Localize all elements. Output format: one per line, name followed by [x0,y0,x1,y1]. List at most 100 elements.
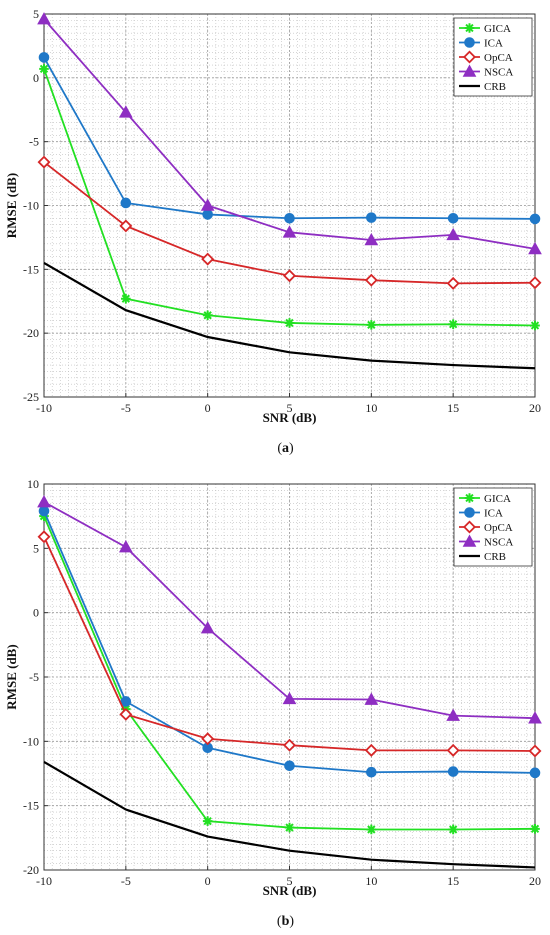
data-point-ica [447,212,459,224]
x-tick-label: 5 [287,401,293,415]
legend-label-nsca: NSCA [484,67,513,79]
x-tick-label: -5 [121,401,131,415]
data-point-nsca [446,708,461,721]
legend-label-gica: GICA [484,23,511,35]
y-tick-label: 5 [33,7,39,21]
series-ica [38,52,541,225]
x-tick-label: 10 [365,401,377,415]
data-point-ica [447,766,459,777]
data-point-ica [120,197,132,209]
legend-label-opca: OpCA [484,52,513,64]
data-point-gica [530,824,540,834]
data-point-gica [284,822,295,833]
data-point-gica [284,318,295,328]
legend-marker-gica [464,493,475,503]
data-point-nsca [282,225,297,238]
y-tick-label: 0 [33,71,39,85]
y-axis-label: RMSE (dB) [4,644,19,709]
data-point-opca [37,530,51,544]
x-tick-label: -10 [36,874,52,888]
series-gica [39,64,540,331]
data-point-gica [448,824,458,835]
data-point-nsca [446,227,461,241]
series-ica [38,505,541,779]
data-point-opca [364,743,378,757]
x-tick-label: 15 [447,874,459,888]
series-nsca [37,494,542,724]
data-point-opca [119,219,133,233]
chart-panel-a: -10 -5 0 5 10 15 20 5 0 -5 -10 -15 -20 -25 SNR (dB) RMS… [4,7,542,456]
y-tick-label: -10 [23,199,39,213]
data-point-opca [446,276,460,290]
series-nsca [37,12,542,255]
data-point-ica [202,209,213,220]
y-tick-label: -5 [29,135,39,149]
data-point-nsca [528,711,542,724]
data-point-ica [120,696,132,707]
legend: GICA ICA OpCA NSCA CRB [453,17,533,97]
legend-marker-opca [463,50,476,64]
series-crb [43,261,536,370]
y-tick-label: -20 [23,326,39,340]
caption-open-paren: ( [277,914,282,929]
x-tick-label: 20 [529,874,541,888]
legend-marker-ica [464,507,475,518]
legend-label-ica: ICA [484,38,503,50]
series-opca [37,530,542,758]
caption-close-paren: ) [289,441,294,456]
data-point-nsca [200,198,215,211]
data-point-opca [201,732,215,746]
series-line-crb [43,261,536,370]
legend-label-nsca: NSCA [484,537,513,549]
y-tick-label: -10 [23,734,39,748]
legend: GICA ICA OpCA NSCA CRB [453,487,533,567]
data-point-ica [366,212,377,223]
data-point-nsca [118,540,133,553]
panel-caption: (b) [277,914,294,929]
y-tick-label: -25 [23,390,39,404]
y-axis-label: RMSE (dB) [4,173,19,238]
series-opca [37,155,542,290]
data-point-nsca [282,691,297,705]
x-tick-label: 5 [287,874,293,888]
legend-label-opca: OpCA [484,522,513,534]
data-point-opca [528,744,542,758]
data-point-ica [366,766,377,778]
caption-letter: b [282,914,290,929]
y-tick-label: -5 [29,670,39,684]
data-point-nsca [118,105,133,118]
legend-marker-gica [464,23,475,33]
data-point-gica [202,310,213,321]
x-axis-label: SNR (dB) [263,410,317,425]
data-point-gica [366,824,377,835]
data-point-opca [446,743,460,757]
legend-label-gica: GICA [484,493,511,505]
data-point-gica [530,320,540,331]
y-tick-label: -15 [23,799,39,813]
x-tick-label: -5 [121,874,131,888]
x-tick-label: 0 [205,874,211,888]
y-tick-label: -20 [23,863,39,877]
x-tick-label: -10 [36,401,52,415]
data-point-nsca [200,621,215,634]
x-tick-label: 0 [205,401,211,415]
data-point-nsca [528,241,542,255]
data-point-opca [283,269,296,283]
y-tick-label: 0 [33,606,39,620]
series-line-crb [43,760,536,869]
x-tick-label: 20 [529,401,541,415]
y-tick-label: 5 [33,541,39,555]
legend-marker-opca [463,520,476,534]
y-tick-label: 10 [27,477,39,491]
data-point-ica [284,212,295,224]
data-point-opca [37,155,51,169]
data-point-gica [202,816,213,826]
data-point-opca [201,252,215,266]
legend-marker-ica [464,37,475,48]
data-point-nsca [364,692,379,705]
data-point-ica [529,213,541,225]
data-point-nsca [364,232,379,246]
data-point-gica [448,319,458,330]
data-point-ica [38,505,50,517]
